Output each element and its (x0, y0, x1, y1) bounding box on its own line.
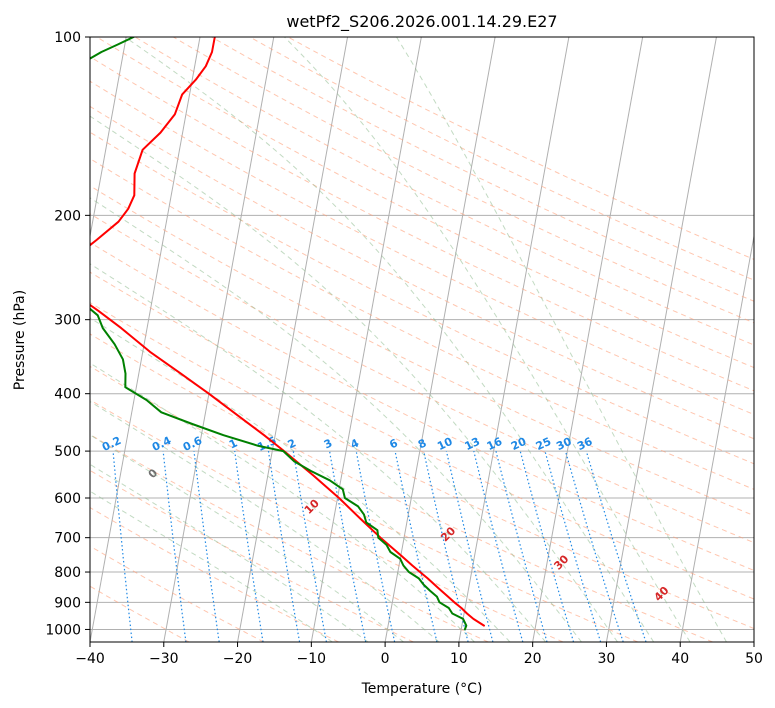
mixing-ratio-line (162, 451, 187, 642)
dry-adiabat-line (90, 545, 265, 642)
dewpoint-profile-line (90, 37, 468, 631)
x-tick-label: −40 (75, 651, 105, 667)
mixing-ratio-label: 13 (463, 435, 482, 453)
y-tick-label: 600 (54, 491, 81, 507)
y-tick-label: 900 (54, 595, 81, 611)
mixing-ratio-line (267, 451, 301, 642)
mixing-ratio-line (394, 450, 438, 642)
y-tick-label: 400 (54, 387, 81, 403)
isotherm-line (237, 37, 349, 642)
dry-adiabat-line (90, 271, 754, 600)
mixing-ratio-line (495, 450, 548, 642)
x-tick-label: 20 (524, 651, 542, 667)
dry-adiabat-line (90, 399, 564, 642)
x-tick-label: 40 (671, 651, 689, 667)
dry-adiabat-line (90, 241, 754, 571)
mixing-ratio-line (329, 451, 367, 642)
dry-adiabat-line (90, 131, 754, 465)
dry-adiabat-line (90, 56, 754, 392)
x-tick-label: 10 (450, 651, 468, 667)
mixing-ratio-line (473, 450, 524, 642)
mixing-ratio-label: 4 (349, 436, 362, 451)
mixing-ratio-label: 25 (534, 435, 553, 453)
moist-adiabat-label: 10 (302, 497, 322, 517)
isotherm-line (384, 37, 496, 642)
dry-adiabat-line (96, 37, 754, 369)
dry-adiabat-line (90, 506, 339, 642)
dry-adiabat-line (90, 301, 754, 630)
isotherm-line (310, 37, 422, 642)
mixing-ratio-label: 30 (554, 435, 574, 453)
dry-adiabat-line (90, 365, 638, 642)
temperature-profile-line (90, 37, 485, 627)
y-tick-label: 1000 (45, 622, 81, 638)
y-tick-label: 700 (54, 531, 81, 547)
y-tick-label: 500 (54, 444, 81, 460)
moist-adiabat-line (124, 37, 655, 642)
isotherm-line (753, 639, 754, 642)
mixing-ratio-label: 36 (575, 435, 595, 453)
y-tick-label: 300 (54, 313, 81, 329)
mixing-ratio-line (292, 451, 327, 642)
x-tick-label: 50 (745, 651, 763, 667)
moist-adiabat-line (90, 400, 440, 642)
moist-adiabat-label: 30 (551, 552, 571, 572)
mixing-ratio-line (112, 451, 133, 642)
dry-adiabat-line (90, 185, 754, 517)
y-tick-label: 200 (54, 208, 81, 224)
isotherm-line (163, 37, 275, 642)
dry-adiabat-line (134, 37, 754, 346)
moist-adiabat-line (90, 434, 404, 642)
moist-adiabat-line (396, 37, 727, 642)
moist-adiabat-line (90, 263, 547, 642)
chart-title: wetPf2_S206.2026.001.14.29.E27 (286, 12, 557, 32)
isotherm-line (605, 37, 717, 642)
moist-adiabat-line (284, 37, 691, 642)
dry-adiabat-line (90, 158, 754, 490)
x-tick-label: −30 (149, 651, 179, 667)
mixing-ratio-line (355, 450, 396, 642)
dry-adiabat-line (90, 105, 754, 440)
mixing-ratio-label: 3 (322, 436, 334, 451)
isotherm-line (90, 37, 201, 642)
moist-adiabat-line (90, 115, 618, 642)
mixing-ratio-label: 16 (485, 435, 505, 453)
mixing-ratio-label: 20 (509, 435, 529, 453)
moist-adiabat-line (90, 197, 582, 642)
moist-adiabat-line (90, 463, 369, 642)
y-tick-label: 100 (54, 30, 81, 46)
mixing-ratio-line (193, 451, 220, 642)
mixing-ratio-line (445, 450, 494, 642)
mixing-ratio-label: 6 (387, 436, 400, 451)
mixing-ratio-line (585, 450, 647, 642)
x-tick-label: 0 (381, 651, 390, 667)
moist-adiabat-line (90, 362, 475, 642)
x-tick-label: −20 (223, 651, 253, 667)
x-axis-label: Temperature (°C) (361, 681, 483, 697)
x-tick-label: 30 (598, 651, 616, 667)
moist-adiabat-line (90, 317, 511, 642)
plot-frame (89, 36, 755, 643)
mixing-ratio-line (544, 450, 602, 642)
x-tick-label: −10 (297, 651, 327, 667)
y-axis-label: Pressure (hPa) (12, 290, 28, 390)
moist-adiabat-line (90, 490, 333, 642)
mixing-ratio-line (234, 451, 264, 642)
mixing-ratio-label: 10 (435, 435, 455, 453)
dry-adiabat-line (90, 433, 489, 642)
dry-adiabat-line (90, 213, 754, 544)
dry-adiabat-line (90, 585, 190, 642)
y-tick-label: 800 (54, 565, 81, 581)
dry-adiabat-line (173, 37, 754, 324)
mixing-ratio-line (564, 450, 624, 642)
dry-adiabat-line (287, 37, 754, 260)
moist-adiabat-label: 40 (652, 584, 672, 604)
dry-adiabat-line (90, 469, 414, 642)
isotherm-line (679, 233, 754, 642)
isotherm-line (90, 37, 127, 240)
mixing-ratio-line (519, 450, 575, 642)
isotherm-line (458, 37, 570, 642)
isotherm-line (532, 37, 644, 642)
